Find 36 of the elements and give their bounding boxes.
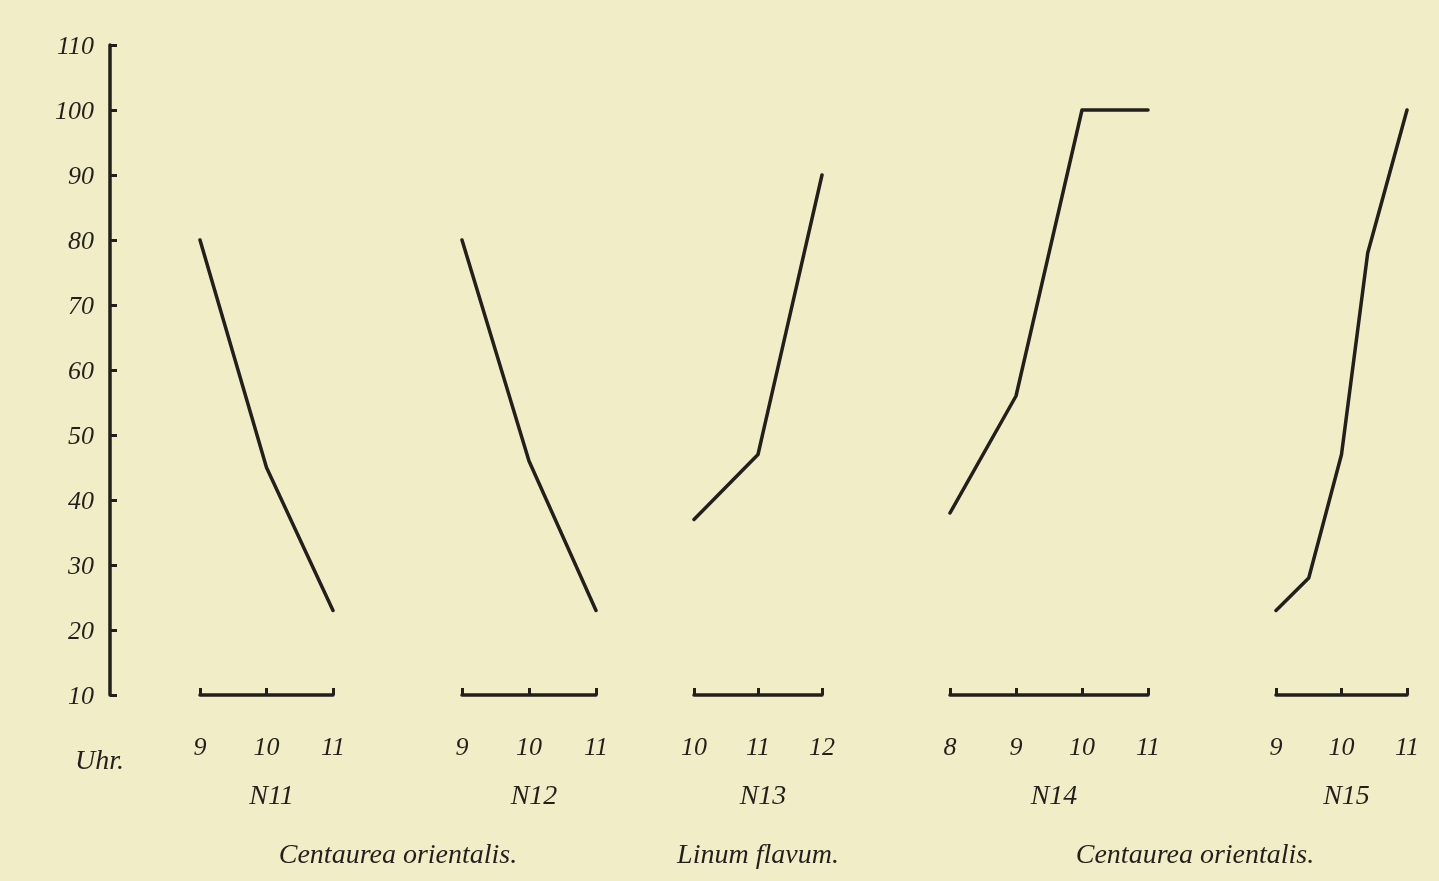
x-tick-label: 12 (809, 731, 835, 761)
x-tick-label: 11 (1394, 731, 1420, 761)
y-tick-label: 80 (68, 225, 94, 255)
text: N11 (248, 778, 294, 810)
x-tick-label: 9 (193, 731, 207, 761)
y-tick-label: 10 (68, 680, 94, 710)
y-tick-label: 110 (56, 30, 94, 60)
y-tick-label: 20 (68, 615, 94, 645)
x-tick-label: 10 (1069, 731, 1095, 761)
text: Linum flavum. (677, 838, 839, 870)
x-tick-label: 9 (1269, 731, 1283, 761)
y-tick-label: 50 (68, 420, 94, 450)
x-axis-title: Uhr. (75, 743, 125, 775)
x-tick-label: 10 (253, 731, 280, 761)
y-tick-label: 40 (68, 485, 94, 515)
y-tick-label: 90 (68, 160, 94, 190)
x-tick-label: 11 (583, 731, 609, 761)
x-tick-label: 9 (1009, 731, 1023, 761)
text: N13 (738, 778, 787, 810)
y-tick-label: 100 (55, 95, 94, 125)
x-tick-label: 9 (455, 731, 469, 761)
text: N15 (1322, 778, 1370, 810)
text: Centaurea orientalis. (1075, 838, 1315, 870)
y-tick-label: 70 (68, 290, 94, 320)
x-tick-label: 11 (745, 731, 771, 761)
x-tick-label: 8 (943, 731, 957, 761)
text: N14 (1029, 778, 1078, 810)
x-tick-label: 11 (1135, 731, 1161, 761)
y-tick-label: 30 (67, 550, 94, 580)
x-tick-label: 10 (1328, 731, 1355, 761)
y-tick-label: 60 (68, 355, 94, 385)
x-tick-label: 10 (681, 731, 707, 761)
x-tick-label: 10 (516, 731, 542, 761)
x-tick-label: 11 (320, 731, 346, 761)
text: Centaurea orientalis. (278, 838, 518, 870)
text: N12 (509, 778, 558, 810)
